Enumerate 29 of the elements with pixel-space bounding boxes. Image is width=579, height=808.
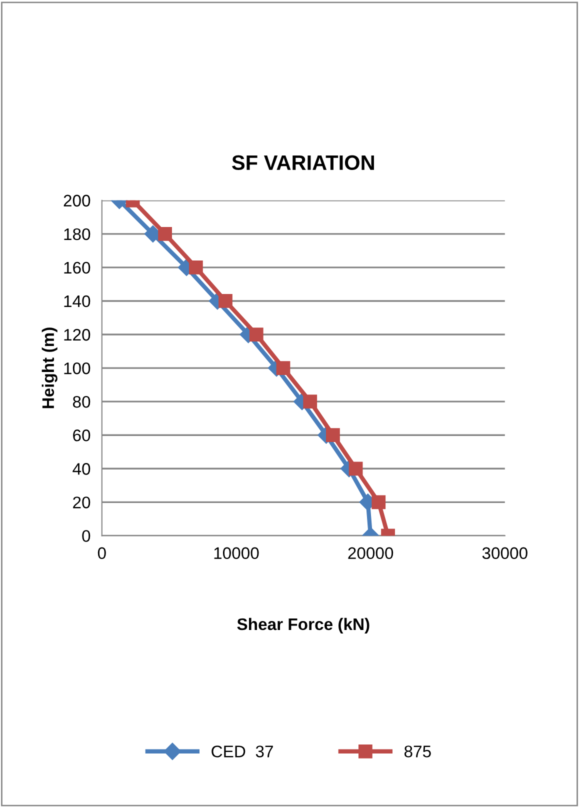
y-tick-label: 40 — [72, 463, 90, 475]
chart-title: SF VARIATION — [232, 155, 374, 170]
y-axis-title: Height (m) — [42, 328, 58, 408]
x-tick-label: 30000 — [482, 547, 528, 560]
point — [348, 462, 363, 476]
y-tick-label: 140 — [64, 295, 90, 308]
x-axis-title: Shear Force (kN) — [237, 618, 370, 634]
x-tick-label: 20000 — [348, 547, 394, 560]
point — [303, 394, 318, 409]
point — [372, 495, 386, 510]
x-tick-label: 0 — [98, 547, 106, 560]
y-tick-label: 20 — [73, 496, 90, 508]
point — [249, 328, 264, 342]
y-tick-label: 200 — [64, 194, 90, 207]
legend-label: CED 37 — [212, 746, 273, 758]
y-tick-label: 160 — [64, 262, 90, 274]
y-tick-label: 0 — [82, 530, 90, 542]
point — [158, 226, 172, 241]
y-tick-label: 180 — [64, 228, 90, 240]
y-tick-label: 100 — [64, 362, 90, 374]
point — [188, 260, 203, 274]
legend-label: 875 — [404, 746, 431, 758]
y-tick-label: 120 — [64, 328, 90, 341]
point — [218, 294, 232, 308]
point — [326, 428, 340, 442]
y-tick-label: 60 — [73, 430, 90, 442]
y-tick-label: 80 — [72, 396, 90, 408]
point — [276, 361, 290, 375]
x-tick-label: 10000 — [214, 547, 259, 560]
